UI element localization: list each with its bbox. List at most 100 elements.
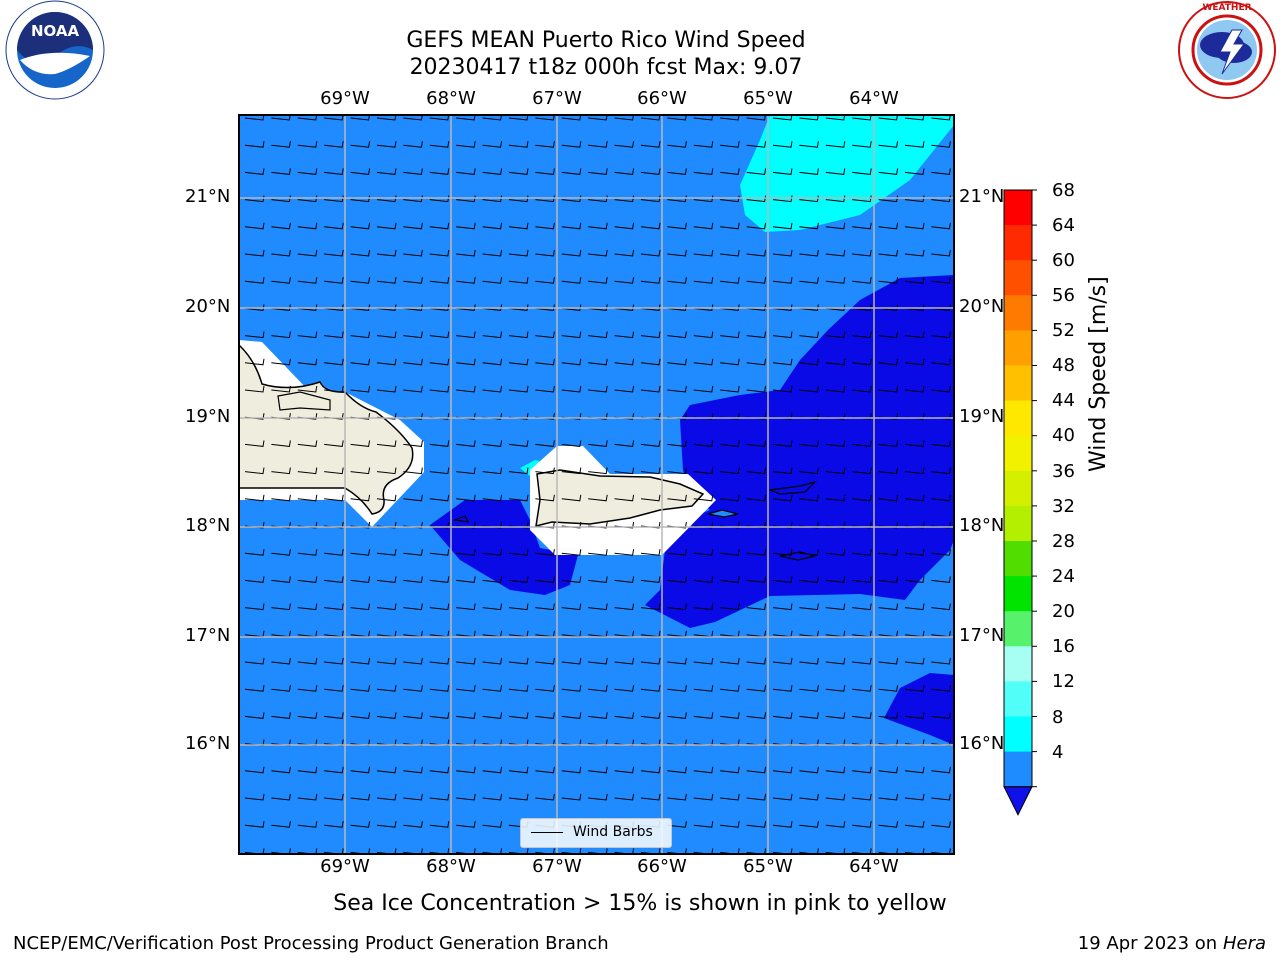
- wind-barb: [878, 358, 899, 366]
- wind-barb: [535, 549, 555, 556]
- wind-barb: [508, 685, 529, 692]
- wind-barb: [535, 168, 555, 175]
- wind-barb: [667, 712, 687, 719]
- wind-barb: [561, 222, 582, 230]
- wind-barb: [772, 249, 793, 257]
- wind-barb: [772, 685, 793, 692]
- wind-barb: [376, 603, 397, 611]
- wind-barb: [588, 712, 608, 719]
- wind-barb: [508, 141, 529, 148]
- wind-barb: [904, 277, 925, 284]
- wind-barb: [825, 222, 846, 230]
- lon-label-top: 68°W: [426, 88, 476, 109]
- wind-barb: [403, 603, 423, 611]
- wind-barb: [667, 549, 687, 556]
- colorbar-segment: [1004, 505, 1032, 542]
- wind-barb: [403, 657, 423, 665]
- wind-barb: [429, 385, 450, 393]
- wind-barb: [429, 494, 450, 502]
- wind-barb: [931, 358, 951, 366]
- wind-barb: [772, 358, 793, 366]
- wind-barb: [324, 603, 344, 611]
- wind-barb: [456, 793, 476, 801]
- wind-barb: [852, 821, 872, 828]
- wind-barb: [403, 141, 423, 148]
- wind-barb: [324, 222, 344, 230]
- wind-barb: [508, 793, 529, 801]
- wind-barb: [588, 467, 608, 475]
- wind-barb: [244, 821, 265, 828]
- wind-barb: [746, 331, 767, 339]
- wind-barb: [799, 603, 819, 611]
- wind-barb: [244, 385, 265, 393]
- lat-label-left: 18°N: [185, 515, 231, 536]
- lat-label-right: 17°N: [959, 625, 1005, 646]
- wind-barb: [456, 331, 476, 339]
- chart-subtitle: 20230417 t18z 000h fcst Max: 9.07: [409, 55, 803, 80]
- wind-barb: [508, 222, 529, 230]
- wind-barb: [614, 385, 635, 393]
- lon-label-top: 65°W: [743, 88, 793, 109]
- wind-barb: [508, 168, 529, 175]
- wind-barb: [350, 440, 371, 447]
- wind-barb: [799, 821, 819, 828]
- wind-barb: [244, 304, 265, 311]
- wind-barb: [244, 603, 265, 611]
- colorbar-tick: 60: [1052, 250, 1075, 271]
- wind-barb: [904, 249, 925, 257]
- wind-barb: [693, 603, 714, 611]
- wind-barb: [931, 385, 951, 393]
- wind-barb: [720, 304, 740, 311]
- wind-barb: [693, 331, 714, 339]
- wind-barb: [482, 821, 503, 828]
- wind-barb: [403, 358, 423, 366]
- wind-barb: [508, 249, 529, 257]
- wind-barb: [350, 358, 371, 366]
- wind-barb: [324, 277, 344, 284]
- wind-barb: [403, 249, 423, 257]
- wind-barb: [376, 141, 397, 148]
- wind-barb: [904, 168, 925, 175]
- wind-barb: [878, 793, 899, 801]
- wind-barb: [271, 494, 291, 502]
- wind-barb: [720, 277, 740, 284]
- wind-barb: [640, 712, 661, 719]
- wind-barb: [640, 222, 661, 230]
- wind-barb: [825, 385, 846, 393]
- wind-barb: [746, 168, 767, 175]
- wind-barb: [772, 494, 793, 502]
- wind-barb: [878, 304, 899, 311]
- wind-barb: [403, 304, 423, 311]
- wind-barb: [931, 331, 951, 339]
- colorbar-segment: [1004, 716, 1032, 753]
- wind-barb: [482, 249, 503, 257]
- lat-label-left: 17°N: [185, 625, 231, 646]
- wind-barb: [772, 549, 793, 556]
- wind-barb: [720, 576, 740, 583]
- wind-barb: [746, 222, 767, 230]
- wind-barb: [561, 766, 582, 774]
- wind-barb: [825, 793, 846, 801]
- wind-barb: [904, 467, 925, 475]
- wind-barb: [297, 576, 318, 583]
- wind-barb: [271, 385, 291, 393]
- wind-barb: [508, 385, 529, 393]
- wind-barb: [720, 494, 740, 502]
- wind-barb: [772, 304, 793, 311]
- wind-barb: [904, 358, 925, 366]
- wind-barb: [244, 766, 265, 774]
- wind-barb: [429, 549, 450, 556]
- wind-barb: [271, 685, 291, 692]
- wind-barb: [456, 603, 476, 611]
- wind-barb: [746, 494, 767, 502]
- wind-barb: [482, 467, 503, 475]
- wind-barb: [614, 358, 635, 366]
- wind-barb: [640, 467, 661, 475]
- lon-label-top: 66°W: [637, 88, 687, 109]
- wind-barb: [403, 331, 423, 339]
- wind-barb: [588, 603, 608, 611]
- wind-barb: [614, 440, 635, 447]
- wind-barb: [852, 249, 872, 257]
- wind-barb: [535, 603, 555, 611]
